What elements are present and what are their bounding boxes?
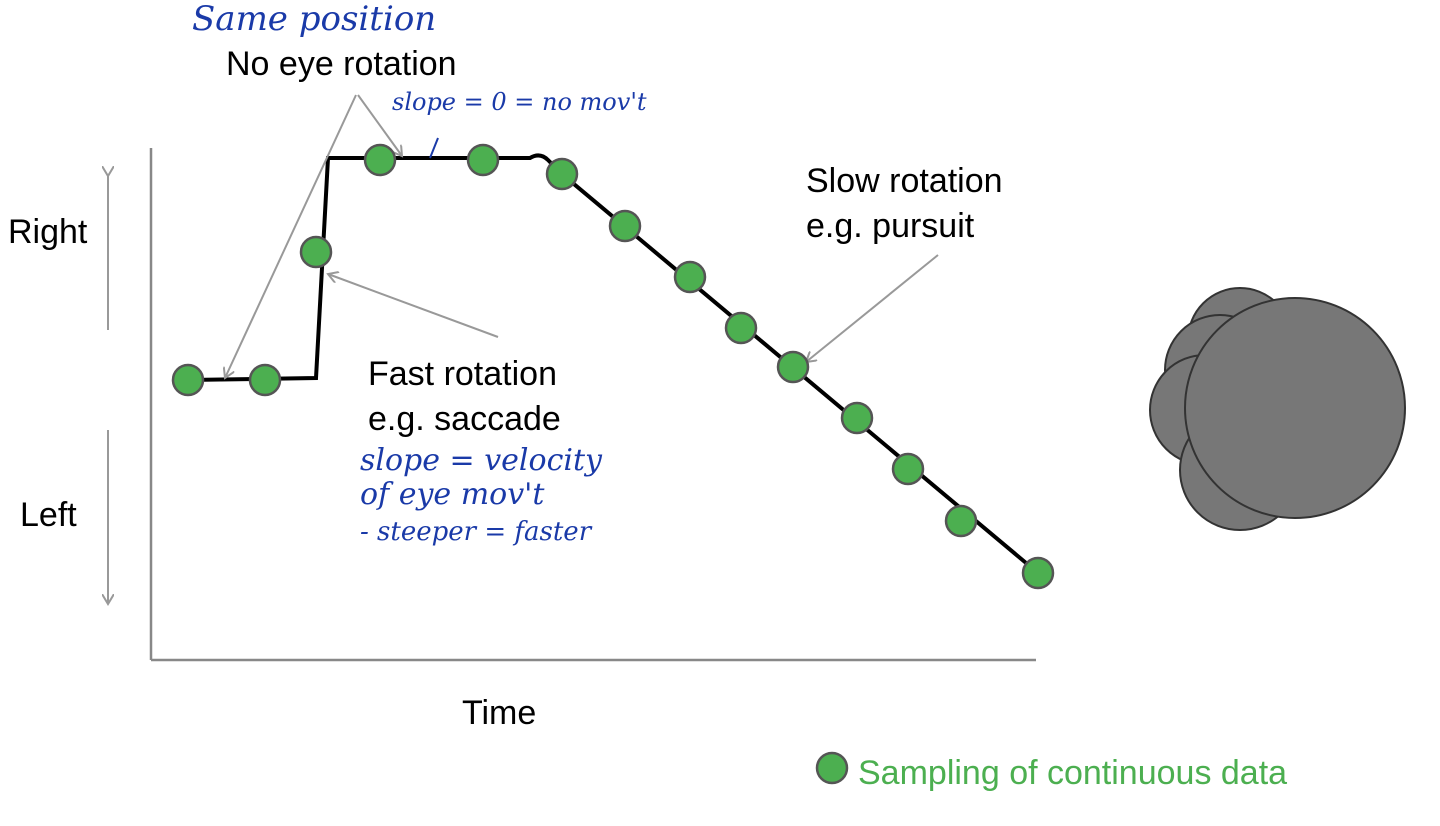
- sample-point: [840, 401, 874, 435]
- sample-point: [171, 363, 205, 397]
- sample-point: [944, 504, 978, 538]
- sample-point: [891, 452, 925, 486]
- pointer: [357, 94, 402, 156]
- handwritten-note: of eye mov't: [360, 477, 545, 512]
- gray-cluster: [1149, 287, 1406, 531]
- sample-point: [299, 235, 333, 269]
- annotation: e.g. saccade: [368, 400, 561, 438]
- sample-point: [545, 157, 579, 191]
- annotation: No eye rotation: [226, 45, 457, 83]
- sample-point: [1021, 556, 1055, 590]
- pointer: [328, 274, 499, 338]
- annotation: Fast rotation: [368, 355, 557, 393]
- annotation: Slow rotation: [806, 162, 1003, 200]
- blob: [1184, 297, 1406, 519]
- x-label: Time: [462, 694, 536, 732]
- sample-point: [776, 350, 810, 384]
- sample-point: [466, 143, 500, 177]
- y-top-label: Right: [8, 213, 88, 251]
- handwritten-note: slope = 0 = no mov't: [392, 88, 647, 116]
- handwritten-note: - steeper = faster: [360, 517, 593, 547]
- handwritten-note: Same position: [192, 0, 436, 39]
- hand-mark: [429, 137, 439, 159]
- pointer: [806, 254, 939, 362]
- legend-label: Sampling of continuous data: [858, 754, 1287, 792]
- sample-point: [363, 143, 397, 177]
- legend-marker: [815, 751, 849, 785]
- sample-point: [248, 363, 282, 397]
- sample-point: [724, 311, 758, 345]
- sample-point: [608, 209, 642, 243]
- pointer: [225, 94, 357, 378]
- y-bottom-label: Left: [20, 496, 77, 534]
- eye-trace: [187, 153, 1040, 575]
- annotation: e.g. pursuit: [806, 207, 975, 245]
- handwritten-note: slope = velocity: [360, 443, 603, 478]
- sample-point: [673, 260, 707, 294]
- samples: [171, 143, 1055, 590]
